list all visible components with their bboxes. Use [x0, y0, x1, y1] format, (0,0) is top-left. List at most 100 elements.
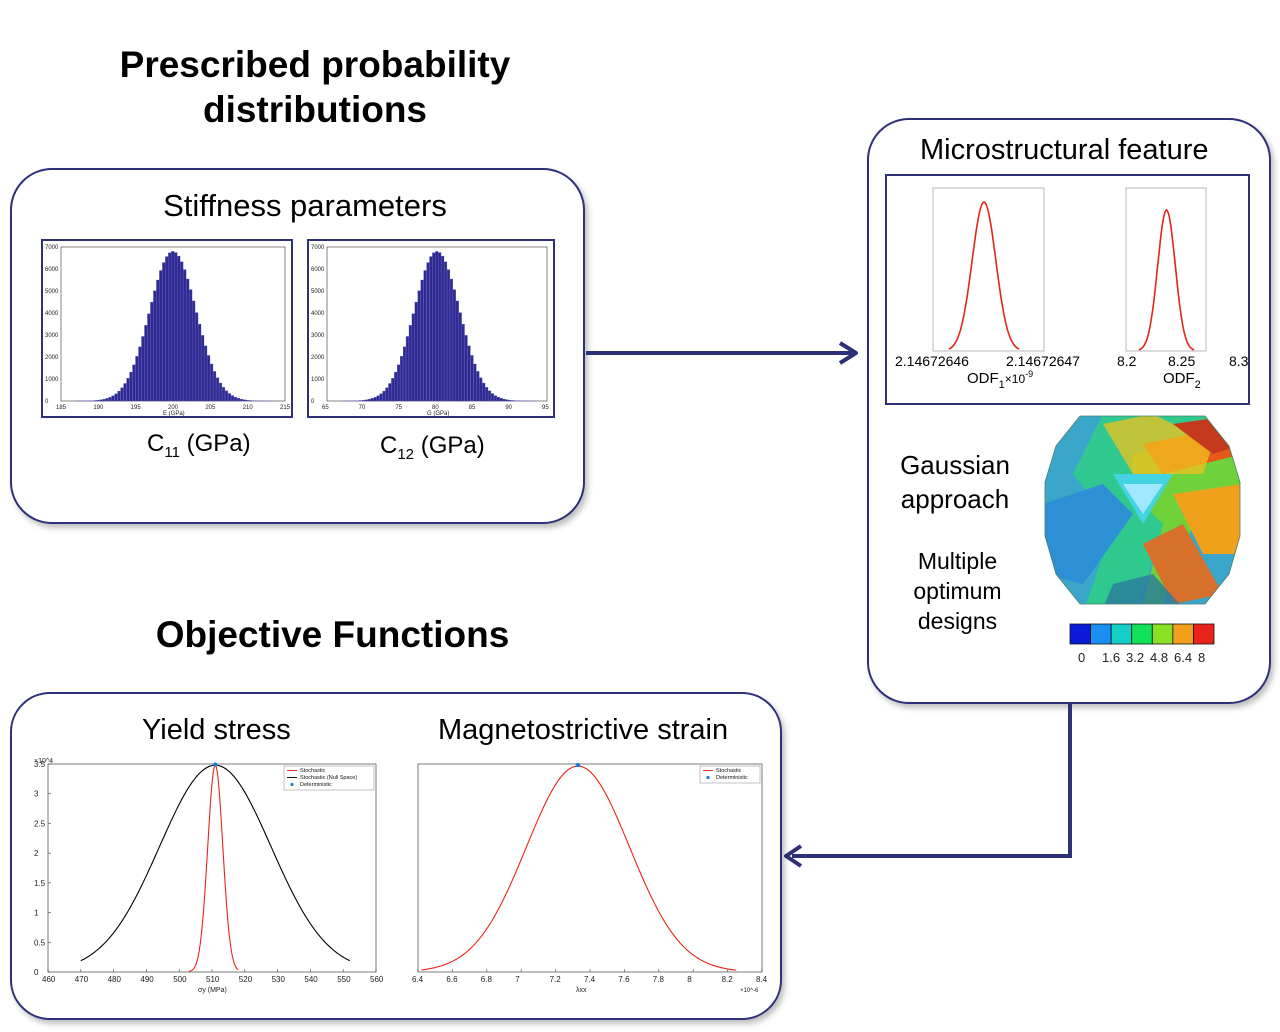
hist-bar [135, 356, 139, 402]
legend-label: Stochastic [716, 768, 742, 774]
hist-ytick: 0 [311, 399, 315, 405]
hist-ytick: 1000 [311, 377, 325, 383]
hist-bar [426, 262, 430, 402]
hist-ytick: 5000 [311, 289, 325, 295]
xtick-label: 550 [337, 975, 351, 984]
rodrigues-zone-outline [1044, 415, 1241, 605]
hist-bar [470, 355, 474, 402]
hist-bar [123, 383, 127, 402]
hist-bar [414, 301, 418, 402]
hist-bar [242, 399, 246, 402]
hist-bar [488, 390, 492, 402]
xtick-label: 6.8 [481, 975, 493, 984]
hist-bar [198, 324, 202, 402]
rodrigues-zone-fill [1045, 416, 1240, 604]
xtick-label: 470 [75, 975, 89, 984]
hist-bar [207, 355, 211, 402]
hist-ytick: 1000 [45, 377, 59, 383]
hist-bar [388, 383, 392, 402]
hist-bar [102, 399, 106, 402]
hist-bar [479, 377, 483, 402]
ytick-label: 2.5 [34, 819, 46, 828]
hist-bar [186, 278, 190, 402]
colorbar-swatch [1172, 623, 1194, 645]
hist-bar [230, 395, 235, 402]
hist-xtick: 195 [131, 405, 142, 411]
xtick-label: 7.2 [550, 975, 562, 984]
hist-bar [394, 371, 398, 402]
hist-ytick: 3000 [45, 333, 59, 339]
hist-bar [105, 398, 109, 402]
multiple-designs: Multiple optimum designs [913, 548, 1002, 634]
hist-bar [493, 395, 497, 402]
hist-bar [423, 270, 427, 402]
yield-stress-chart: 460 470 480 490 500 510 520 530 540 550 560 0 0.5 1 1.… [34, 758, 384, 994]
histogram-g: 0 1000 2000 3000 4000 5000 6000 7000 65 70 75 80 85 9… [311, 245, 549, 417]
legend-label: Deterministic [300, 782, 332, 788]
hist-bar [405, 336, 409, 402]
hist-bar [96, 400, 100, 402]
hist-bar [379, 393, 383, 402]
c11-label: C11 (GPa) [147, 430, 251, 461]
hist-xtick: 85 [469, 405, 476, 411]
hist-bar [150, 301, 154, 402]
xtick-label: 8.4 [756, 975, 768, 984]
hist-bar [192, 300, 196, 402]
hist-bar [245, 400, 249, 402]
legend-label: Stochastic (Null Space) [300, 775, 357, 781]
hist-xtick: 210 [243, 405, 254, 411]
ytick-label: 3 [34, 790, 39, 799]
hist-bar [490, 393, 495, 402]
colorbar-swatch [1131, 623, 1153, 645]
x-multiplier: ×10^-6 [740, 988, 759, 994]
hist-bar [367, 399, 371, 402]
hist-bar [452, 289, 456, 402]
colorbar-swatch [1090, 623, 1112, 645]
hist-bar [358, 400, 363, 402]
legend-label: Deterministic [716, 775, 748, 781]
hist-ytick: 2000 [45, 355, 59, 361]
odf2-tick-1: 8.2 [1117, 353, 1137, 369]
xtick-label: 7.4 [584, 975, 596, 984]
hist-bar [93, 400, 97, 402]
hist-bar [180, 261, 184, 402]
xtick-label: 520 [239, 975, 253, 984]
hist-bar [221, 387, 226, 402]
hist-bar [99, 399, 103, 402]
hist-ytick: 4000 [45, 311, 59, 317]
odf1-curve [948, 201, 1020, 350]
hist-ytick: 6000 [45, 267, 59, 273]
objective-panel [10, 692, 782, 1020]
xaxis-label: λxx [576, 987, 587, 994]
ytick-label: 1 [34, 909, 39, 918]
micro-title: Microstructural feature [920, 134, 1209, 166]
hist-bar [400, 356, 404, 402]
hist-bar [420, 279, 424, 402]
hist-bar [218, 382, 223, 402]
hist-bar [174, 252, 178, 402]
prescribed-heading-line2: distributions [202, 89, 428, 130]
hist-xtick: 95 [542, 405, 549, 411]
series-line [421, 765, 737, 971]
hist-bar [126, 378, 130, 402]
hist-bar [435, 251, 439, 402]
hist-bar [449, 278, 453, 402]
arrow-right-head [838, 341, 858, 365]
hist-bar [189, 289, 193, 402]
xtick-label: 560 [370, 975, 384, 984]
colorbar-tick: 8 [1198, 650, 1205, 665]
hist-bar [502, 398, 506, 402]
colorbar-tick: 0 [1078, 650, 1085, 665]
hist-bar [370, 398, 374, 402]
hist-bar [511, 400, 515, 402]
hist-bar [117, 390, 121, 402]
hist-bar [446, 269, 451, 402]
hist-bar [455, 300, 459, 402]
hist-xtick: 200 [168, 405, 179, 411]
hist-ytick: 0 [45, 399, 49, 405]
hist-bar [408, 325, 412, 402]
legend-label: Stochastic [300, 768, 326, 774]
arrow-down-left-line [792, 704, 1072, 858]
ytick-label: 2 [34, 849, 39, 858]
xtick-label: 6.4 [412, 975, 424, 984]
